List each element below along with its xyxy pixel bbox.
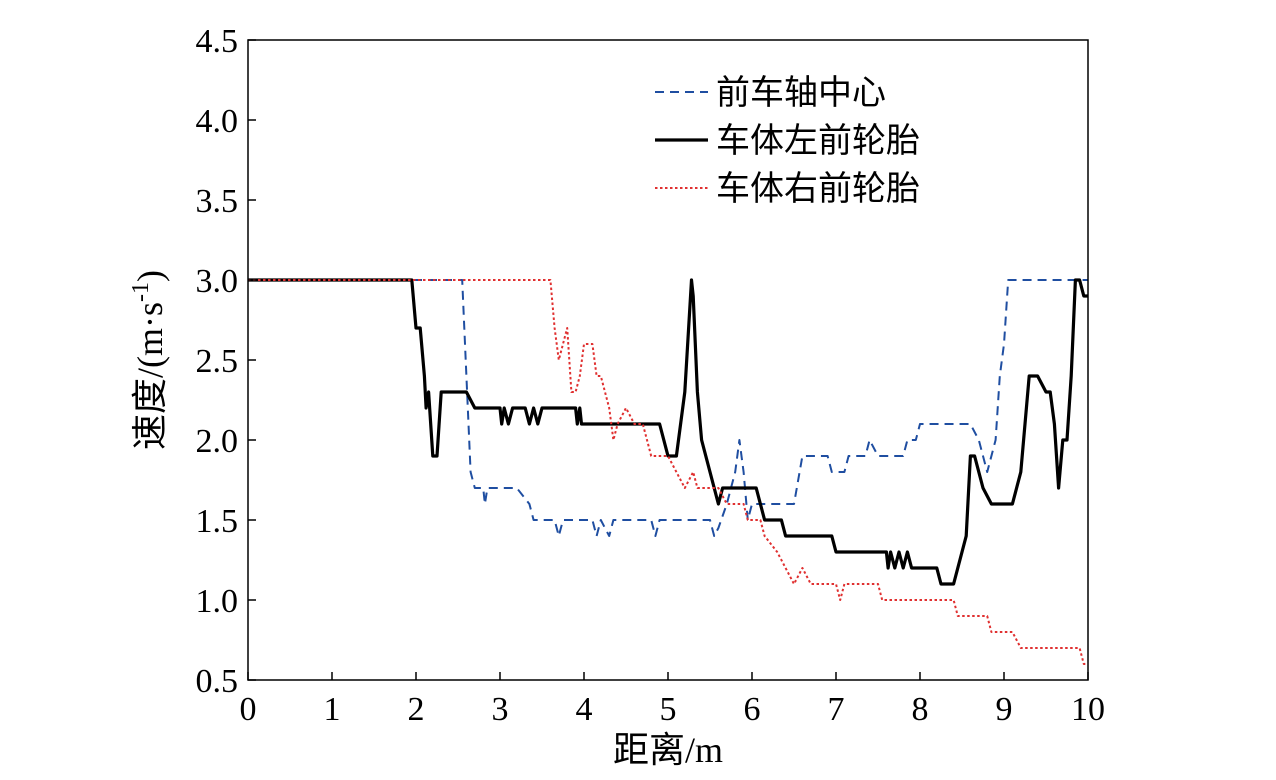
svg-text:速度/(m·s-1): 速度/(m·s-1) <box>128 270 170 450</box>
legend-label-3: 车体右前轮胎 <box>716 170 920 208</box>
series-line-2 <box>248 278 1088 586</box>
y-tick-label: 3.5 <box>196 183 239 220</box>
x-tick-label: 10 <box>1071 691 1105 728</box>
x-tick-label: 1 <box>324 691 341 728</box>
x-tick-label: 6 <box>744 691 761 728</box>
y-axis-title: 速度/(m·s-1) <box>128 270 170 450</box>
y-tick-label: 1.0 <box>196 583 239 620</box>
legend-label-2: 车体左前轮胎 <box>716 122 920 160</box>
ticks-layer: 0 1 2 3 4 5 6 7 8 9 10 0.5 1.0 1.5 2.0 2.5 3.0 3.5 4.0 4.5 <box>196 23 1106 728</box>
y-axis-title-main: 速度/(m·s <box>130 302 170 450</box>
x-tick-label: 4 <box>576 691 593 728</box>
y-tick-label: 2.5 <box>196 343 239 380</box>
x-tick-label: 7 <box>828 691 845 728</box>
x-axis-title: 距离/m <box>613 730 723 770</box>
x-tick-label: 3 <box>492 691 509 728</box>
x-tick-label: 0 <box>240 691 257 728</box>
x-tick-label: 9 <box>996 691 1013 728</box>
series-layer <box>248 278 1088 665</box>
series-line-3 <box>248 279 1088 665</box>
legend-label-1: 前车轴中心 <box>716 74 886 112</box>
series-line-1 <box>248 279 1088 537</box>
y-axis-title-sup: -1 <box>128 282 154 302</box>
plot-frame <box>247 39 1089 681</box>
y-tick-label: 1.5 <box>196 503 239 540</box>
y-tick-label: 4.0 <box>196 103 239 140</box>
y-tick-label: 3.0 <box>196 263 239 300</box>
y-axis-title-end: ) <box>130 270 170 282</box>
y-tick-label: 0.5 <box>196 663 239 700</box>
y-tick-label: 4.5 <box>196 23 239 60</box>
y-tick-label: 2.0 <box>196 423 239 460</box>
x-tick-label: 5 <box>660 691 677 728</box>
x-tick-label: 8 <box>912 691 929 728</box>
x-tick-label: 2 <box>408 691 425 728</box>
